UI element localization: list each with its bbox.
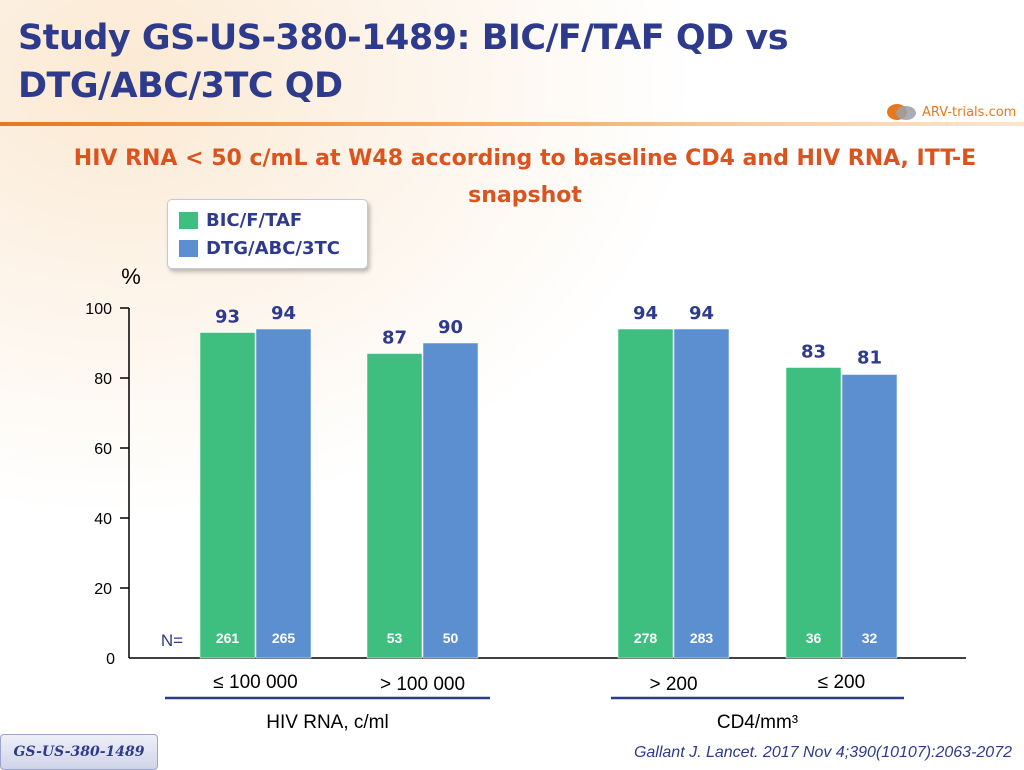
y-tick-label: 80 (94, 371, 112, 388)
n-label-dtg: 283 (690, 630, 714, 646)
y-tick-label: 0 (106, 651, 115, 668)
legend-label-dtg: DTG/ABC/3TC (206, 238, 341, 259)
legend-item-dtg: DTG/ABC/3TC (179, 238, 340, 259)
x-group-label: CD4/mm³ (717, 712, 798, 733)
n-label-dtg: 50 (443, 630, 459, 646)
bar-bic (366, 353, 423, 659)
logo-text: ARV-trials.com (922, 104, 1017, 120)
x-category-label: ≤ 200 (818, 672, 865, 693)
logo-pill-icon (887, 104, 916, 120)
bar-bic (617, 328, 674, 659)
study-badge[interactable]: GS-US-380-1489 (0, 734, 158, 770)
y-tick-label: 20 (94, 581, 112, 598)
title-divider (0, 122, 1024, 126)
data-label-dtg: 81 (857, 348, 882, 369)
x-category-label: ≤ 100 000 (213, 672, 297, 693)
n-label-dtg: 32 (862, 630, 878, 646)
y-tick-label: 60 (94, 441, 112, 458)
n-label-bic: 53 (387, 630, 403, 646)
y-tick-label: 40 (94, 511, 112, 528)
data-label-dtg: 90 (438, 317, 463, 338)
bar-dtg (422, 342, 479, 659)
legend-item-bic: BIC/F/TAF (179, 210, 302, 231)
legend-label-bic: BIC/F/TAF (206, 210, 303, 231)
y-tick-label: 100 (85, 301, 112, 318)
study-badge-label: GS-US-380-1489 (13, 744, 145, 760)
bar-bic (199, 332, 256, 659)
y-axis-label: % (121, 264, 141, 289)
x-group-label: HIV RNA, c/ml (266, 712, 388, 733)
data-label-dtg: 94 (271, 303, 296, 324)
chart-title: HIV RNA < 50 c/mL at W48 according to ba… (73, 146, 977, 208)
data-label-dtg: 94 (689, 303, 714, 324)
bar-bic (785, 367, 842, 659)
citation: Gallant J. Lancet. 2017 Nov 4;390(10107)… (633, 744, 1012, 761)
legend-swatch-dtg (179, 240, 198, 257)
x-category-label: > 200 (649, 674, 697, 695)
bar-dtg (255, 328, 312, 659)
bar-dtg (841, 374, 898, 659)
data-label-bic: 87 (382, 328, 407, 349)
n-label-dtg: 265 (272, 630, 296, 646)
data-label-bic: 94 (633, 303, 658, 324)
slide-title: Study GS-US-380-1489: BIC/F/TAF QD vs DT… (18, 18, 789, 106)
data-label-bic: 93 (215, 307, 240, 328)
n-label-bic: 36 (806, 630, 822, 646)
n-label-bic: 278 (634, 630, 658, 646)
n-prefix-label: N= (161, 631, 183, 650)
data-label-bic: 83 (801, 342, 826, 363)
n-label-bic: 261 (216, 630, 240, 646)
legend-swatch-bic (179, 212, 198, 229)
bar-dtg (673, 328, 730, 659)
x-category-label: > 100 000 (380, 674, 465, 695)
arv-trials-logo: ARV-trials.com (886, 98, 1016, 126)
chart-legend: BIC/F/TAF DTG/ABC/3TC (167, 199, 368, 269)
